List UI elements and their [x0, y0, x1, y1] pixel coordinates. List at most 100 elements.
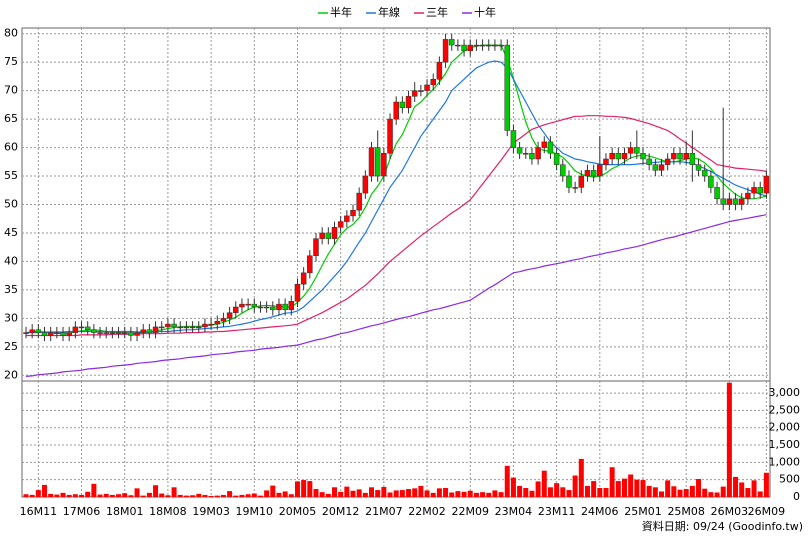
candle-body	[473, 44, 480, 47]
x-tick-label: 20M12	[322, 505, 360, 518]
x-tick-label: 25M08	[667, 505, 705, 518]
volume-bar	[430, 492, 436, 497]
volume-bar	[677, 489, 683, 497]
candle-body	[189, 326, 196, 329]
volume-bar	[733, 476, 739, 497]
volume-bar	[572, 475, 578, 497]
candle-body	[307, 255, 313, 274]
volume-bar	[301, 480, 307, 497]
candle-body	[664, 158, 671, 165]
candle-body	[374, 147, 381, 177]
candle-body	[23, 332, 29, 334]
candle-body	[381, 153, 387, 177]
volume-bar	[165, 495, 171, 497]
volume-bar	[338, 491, 344, 497]
volume-bar	[29, 494, 35, 497]
candle-body	[171, 323, 177, 328]
candle-body	[541, 141, 548, 148]
candle-body	[461, 44, 467, 52]
volume-bar	[282, 491, 288, 497]
candle-body	[399, 101, 406, 108]
candle-body	[214, 320, 221, 325]
volume-bar	[628, 474, 634, 497]
candle-body	[627, 147, 634, 154]
volume-bar	[399, 490, 405, 497]
volume-bar	[739, 482, 745, 497]
candle-body	[646, 158, 652, 165]
volume-bar	[461, 491, 467, 497]
volume-bar	[72, 494, 78, 497]
candle-body	[486, 44, 492, 47]
candle-body	[208, 323, 214, 326]
candle-body	[597, 164, 603, 177]
candle-body	[140, 329, 146, 333]
volume-bar	[436, 488, 442, 497]
candle-body	[177, 326, 183, 329]
volume-bar	[510, 477, 516, 497]
y-tick-label: 60	[4, 141, 18, 154]
candle-body	[677, 153, 683, 160]
volume-bar	[702, 488, 708, 497]
candle-body	[121, 332, 128, 334]
volume-bar	[455, 491, 461, 497]
volume-bar	[116, 494, 122, 497]
candle-body	[158, 326, 165, 329]
candle-body	[553, 153, 560, 165]
candle-body	[103, 332, 109, 334]
volume-bar	[196, 493, 202, 497]
candle-body	[757, 187, 763, 194]
candle-body	[282, 303, 288, 311]
volume-bar	[708, 492, 714, 497]
volume-bar	[449, 492, 455, 497]
candle-body	[319, 232, 325, 239]
x-tick-label: 24M06	[581, 505, 619, 518]
candle-body	[134, 332, 140, 336]
volume-bar	[517, 485, 523, 497]
volume-bar	[535, 481, 541, 497]
volume-bar	[665, 480, 671, 497]
volume-bar	[547, 487, 553, 497]
volume-bar	[54, 494, 60, 497]
volume-tick-label: 1,500	[769, 438, 801, 451]
candle-body	[504, 44, 511, 131]
volume-bar	[541, 470, 547, 497]
y-tick-label: 55	[4, 169, 18, 182]
volume-bar	[251, 493, 257, 497]
volume-bar	[190, 495, 196, 497]
volume-bar	[467, 490, 473, 497]
legend-label: 十年	[474, 5, 496, 19]
candle-body	[516, 147, 523, 154]
candle-body	[763, 175, 770, 194]
candle-body	[152, 326, 159, 333]
volume-bar	[714, 492, 720, 497]
candle-body	[362, 175, 369, 194]
candle-body	[572, 187, 578, 189]
y-tick-label: 35	[4, 283, 18, 296]
candle-body	[350, 209, 356, 217]
candle-body	[523, 153, 529, 155]
volume-bar	[609, 467, 615, 497]
candle-body	[226, 312, 233, 319]
candle-body	[590, 170, 597, 177]
candle-body	[720, 198, 726, 205]
y-tick-label: 30	[4, 311, 18, 324]
volume-bar	[560, 487, 566, 497]
candle-body	[492, 44, 498, 47]
volume-bar	[35, 490, 41, 497]
volume-bar	[554, 483, 560, 497]
candle-body	[202, 323, 208, 328]
candle-body	[510, 130, 517, 148]
volume-bar	[214, 495, 220, 497]
volume-bar	[597, 487, 603, 497]
source-note: 資料日期: 09/24 (Goodinfo.tw)	[642, 519, 803, 533]
x-tick-label: 22M09	[451, 505, 489, 518]
candle-body	[695, 164, 702, 171]
volume-bar	[159, 493, 165, 497]
volume-bar	[313, 489, 319, 497]
volume-bar	[615, 481, 621, 497]
volume-bar	[288, 494, 294, 497]
candle-body	[671, 153, 677, 160]
volume-bar	[362, 492, 368, 497]
volume-bar	[621, 478, 627, 497]
